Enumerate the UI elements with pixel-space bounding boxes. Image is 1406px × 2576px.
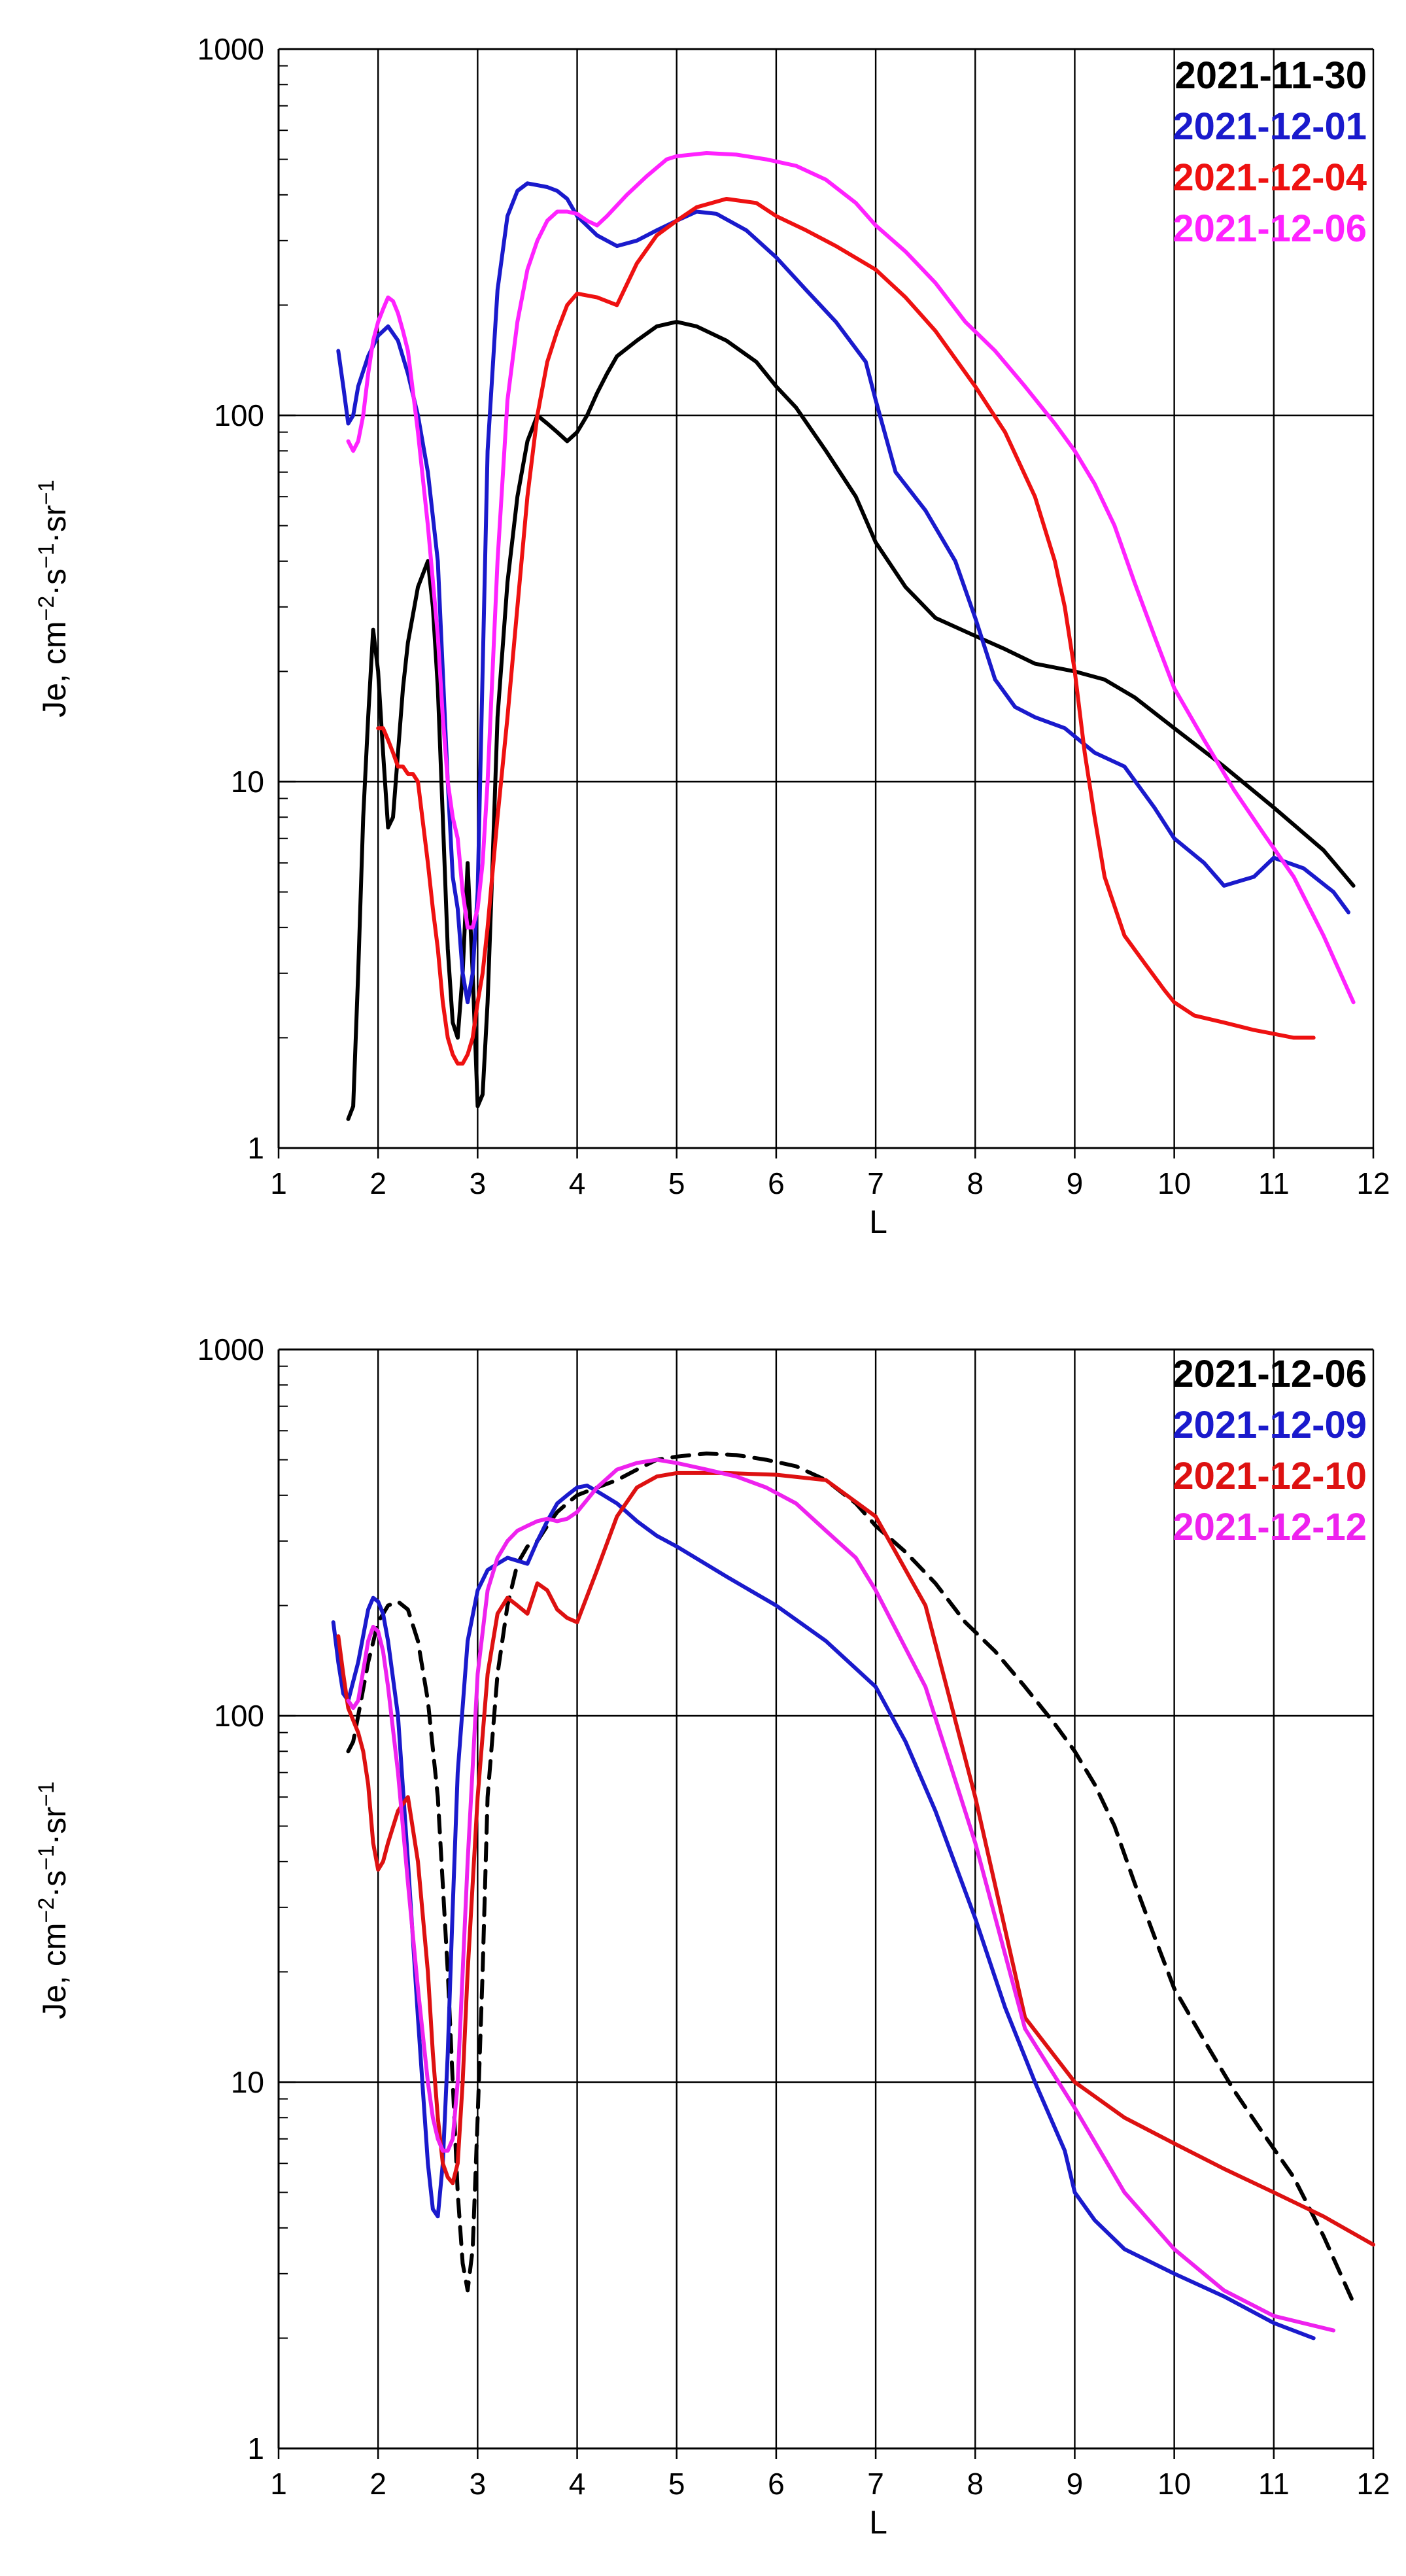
x-tick-label: 10 (1157, 1166, 1191, 1200)
x-tick-label: 5 (668, 1166, 685, 1200)
y-tick-label: 10 (231, 765, 264, 799)
x-axis-label: L (869, 2504, 887, 2541)
series-line (336, 1471, 1375, 2247)
x-tick-label: 3 (470, 2467, 487, 2501)
y-tick-label: 1000 (197, 1332, 264, 1366)
y-tick-label: 1 (247, 2431, 264, 2465)
x-tick-label: 2 (369, 2467, 386, 2501)
x-tick-label: 2 (369, 1166, 386, 1200)
series-line (331, 1484, 1316, 2341)
y-axis-label-superscript: −2 (34, 596, 59, 621)
x-tick-label: 10 (1157, 2467, 1191, 2501)
legend-entry: 2021-12-12 (1173, 1506, 1367, 1548)
x-tick-label: 6 (768, 1166, 785, 1200)
x-tick-label: 12 (1356, 2467, 1390, 2501)
x-tick-label: 1 (270, 1166, 287, 1200)
legend-entry: 2021-12-01 (1173, 105, 1367, 148)
y-axis-label-part: ·sr (36, 505, 73, 543)
x-axis-label: L (869, 1204, 887, 1240)
y-axis-label-superscript: −2 (34, 1898, 59, 1923)
x-tick-label: 11 (1258, 1166, 1290, 1200)
series-line (346, 1457, 1336, 2333)
y-axis-label-part: Je, cm (36, 621, 73, 718)
x-tick-label: 7 (867, 2467, 884, 2501)
x-tick-label: 8 (967, 1166, 984, 1200)
legend-entry: 2021-11-30 (1175, 54, 1367, 97)
x-tick-label: 1 (270, 2467, 287, 2501)
x-tick-label: 5 (668, 2467, 685, 2501)
y-axis-label: Je, cm−2·s−1·sr−1 (34, 479, 73, 718)
y-tick-label: 100 (214, 1699, 264, 1733)
y-tick-label: 100 (214, 398, 264, 432)
x-tick-label: 9 (1067, 1166, 1084, 1200)
y-axis-label-superscript: −1 (34, 1845, 59, 1870)
y-axis-label-superscript: −1 (34, 543, 59, 568)
x-tick-label: 4 (569, 1166, 586, 1200)
y-tick-label: 1 (247, 1131, 264, 1165)
series-line (346, 1452, 1356, 2305)
legend-entry: 2021-12-06 (1173, 207, 1367, 250)
y-tick-label: 10 (231, 2065, 264, 2099)
y-axis-label-part: ·sr (36, 1807, 73, 1845)
y-axis-label-part: ·s (36, 568, 73, 596)
legend-entry: 2021-12-04 (1173, 156, 1367, 199)
series-line (336, 181, 1350, 1005)
series-line (346, 151, 1356, 1005)
y-axis-label-superscript: −1 (34, 1781, 59, 1807)
legend-entry: 2021-12-09 (1173, 1404, 1367, 1446)
x-tick-label: 7 (867, 1166, 884, 1200)
legend-entry: 2021-12-06 (1173, 1353, 1367, 1395)
x-tick-label: 9 (1067, 2467, 1084, 2501)
legend-entry: 2021-12-10 (1173, 1455, 1367, 1497)
x-tick-label: 4 (569, 2467, 586, 2501)
x-tick-label: 8 (967, 2467, 984, 2501)
x-tick-label: 3 (470, 1166, 487, 1200)
y-axis-label: Je, cm−2·s−1·sr−1 (34, 1781, 73, 2019)
series-line (376, 197, 1316, 1066)
y-axis-label-superscript: −1 (34, 479, 59, 505)
series-line (346, 320, 1356, 1121)
y-axis-label-part: Je, cm (36, 1923, 73, 2019)
x-tick-label: 11 (1258, 2467, 1290, 2501)
y-axis-label-part: ·s (36, 1870, 73, 1898)
x-tick-label: 12 (1356, 1166, 1390, 1200)
y-tick-label: 1000 (197, 32, 264, 66)
x-tick-label: 6 (768, 2467, 785, 2501)
